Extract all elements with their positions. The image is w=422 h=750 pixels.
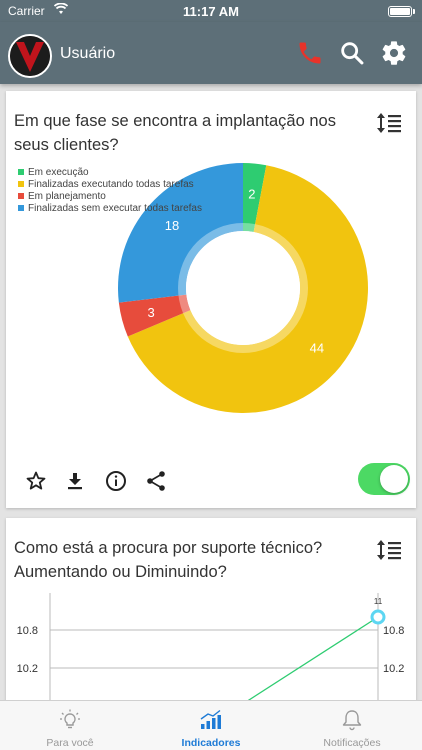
- sort-icon[interactable]: [376, 538, 402, 562]
- visibility-toggle[interactable]: [358, 463, 410, 495]
- avatar[interactable]: [8, 34, 52, 78]
- status-bar: Carrier 11:17 AM: [0, 0, 422, 22]
- phone-icon[interactable]: [296, 39, 324, 67]
- wifi-icon: [54, 3, 68, 14]
- legend-swatch: [18, 181, 24, 187]
- indicator-card-implantation: Em que fase se encontra a implantação no…: [6, 91, 416, 508]
- slice-value-label: 44: [310, 341, 324, 356]
- clock: 11:17 AM: [183, 4, 239, 19]
- battery-tip: [413, 9, 415, 14]
- legend-item: Finalizadas sem executar todas tarefas: [18, 202, 202, 214]
- donut-slice[interactable]: [118, 294, 191, 337]
- legend-item: Finalizadas executando todas tarefas: [18, 178, 202, 190]
- legend-label: Finalizadas sem executar todas tarefas: [28, 202, 202, 214]
- data-point[interactable]: [370, 609, 386, 625]
- legend-label: Em execução: [28, 166, 89, 178]
- y-tick-label-left: 10.2: [17, 663, 38, 675]
- card-title: Como está a procura por suporte técnico?…: [14, 539, 323, 581]
- card-title: Em que fase se encontra a implantação no…: [14, 112, 336, 154]
- tab-para-voce[interactable]: Para você: [0, 701, 140, 750]
- bell-icon: [342, 710, 362, 731]
- legend-swatch: [18, 169, 24, 175]
- brand-logo-icon: [10, 36, 50, 76]
- tab-bar: Para você Indicadores Notificações: [0, 700, 422, 750]
- share-icon[interactable]: [144, 469, 168, 493]
- slice-value-label: 2: [248, 186, 255, 201]
- legend-swatch: [18, 205, 24, 211]
- donut-slice[interactable]: [127, 165, 368, 413]
- line-chart: 10.8 10.8 10.2 10.2 11: [17, 593, 404, 718]
- y-tick-label-right: 10.8: [383, 625, 404, 637]
- donut-slice[interactable]: [243, 163, 267, 232]
- tab-label: Notificações: [323, 737, 381, 749]
- carrier-label: Carrier: [8, 4, 45, 18]
- data-point-label: 11: [374, 597, 383, 606]
- tab-notificacoes[interactable]: Notificações: [282, 701, 422, 750]
- gear-icon[interactable]: [380, 39, 408, 67]
- donut-slice[interactable]: [117, 163, 243, 303]
- info-icon[interactable]: [104, 469, 128, 493]
- legend-swatch: [18, 193, 24, 199]
- tab-label: Indicadores: [181, 737, 241, 749]
- app-header: Usuário: [0, 22, 422, 84]
- legend-label: Em planejamento: [28, 190, 106, 202]
- chart-legend: Em execução Finalizadas executando todas…: [18, 166, 202, 214]
- star-icon[interactable]: [24, 469, 48, 493]
- slice-value-label: 18: [165, 218, 179, 233]
- toggle-knob: [380, 465, 408, 493]
- donut-chart: 2 44 3 18: [117, 163, 368, 413]
- bar-chart-icon: [200, 709, 221, 729]
- legend-item: Em execução: [18, 166, 202, 178]
- slice-value-label: 3: [148, 305, 155, 320]
- download-icon[interactable]: [63, 469, 87, 493]
- y-tick-label-left: 10.8: [17, 625, 38, 637]
- sort-icon[interactable]: [376, 111, 402, 135]
- lightbulb-icon: [60, 709, 80, 729]
- tab-indicadores[interactable]: Indicadores: [141, 701, 281, 750]
- donut-hole: [186, 231, 300, 345]
- battery-icon: [388, 6, 412, 17]
- legend-item: Em planejamento: [18, 190, 202, 202]
- card-toolbar: [6, 463, 416, 499]
- legend-label: Finalizadas executando todas tarefas: [28, 178, 194, 190]
- indicator-card-support: Como está a procura por suporte técnico?…: [6, 518, 416, 718]
- tab-label: Para você: [46, 737, 94, 749]
- search-icon[interactable]: [338, 39, 366, 67]
- user-name: Usuário: [60, 45, 116, 62]
- y-tick-label-right: 10.2: [383, 663, 404, 675]
